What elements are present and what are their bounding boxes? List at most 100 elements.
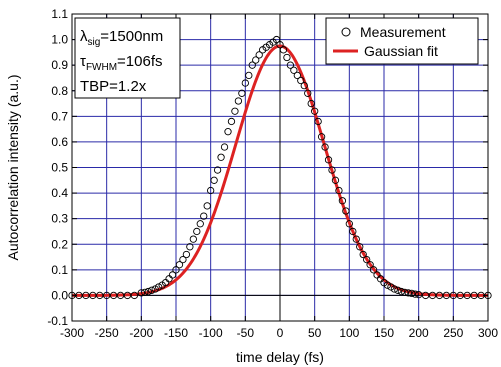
measurement-point — [252, 56, 260, 64]
legend-measurement-label: Measurement — [360, 24, 446, 40]
axis-ticks — [71, 13, 489, 322]
y-tick-labels: -0.1 0.0 0.1 0.2 0.3 0.4 0.5 0.6 0.7 0.8 0.9 1.0 1.1 — [47, 7, 68, 328]
measurement-point — [179, 255, 187, 264]
measurement-point — [356, 243, 364, 251]
measurement-point — [297, 76, 305, 85]
measurement-point — [470, 291, 478, 300]
measurement-point — [96, 291, 104, 300]
measurement-point — [175, 261, 184, 269]
measurement-point — [421, 291, 430, 300]
measurement-point — [213, 166, 222, 174]
x-tick-label: -300 — [60, 326, 84, 340]
measurement-point — [137, 289, 145, 297]
measurement-point — [307, 99, 315, 108]
measurement-point — [283, 53, 291, 62]
measurement-point — [366, 261, 374, 269]
measurement-point — [300, 81, 308, 90]
x-tick-label: -200 — [129, 326, 153, 340]
measurement-point — [123, 291, 132, 300]
measurement-point — [408, 289, 416, 298]
measurement-point — [352, 235, 360, 243]
zero-lines — [72, 14, 488, 321]
y-tick-label: 0.6 — [51, 135, 68, 149]
measurement-point — [290, 66, 298, 74]
measurement-series — [68, 35, 492, 300]
measurement-point — [304, 89, 312, 97]
measurement-point — [245, 71, 253, 80]
y-tick-label: 0.0 — [51, 288, 68, 302]
measurement-point — [168, 271, 177, 279]
lambda-symbol: λ — [80, 28, 88, 45]
legend-frame — [325, 17, 479, 65]
measurement-point — [345, 220, 353, 228]
parameters-box-frame — [74, 17, 181, 99]
measurement-point — [428, 291, 437, 300]
measurement-point — [155, 283, 163, 291]
y-tick-label: -0.1 — [47, 314, 68, 328]
measurement-point — [130, 291, 139, 300]
y-tick-label: 0.2 — [51, 237, 68, 251]
x-tick-label: -100 — [199, 326, 223, 340]
y-tick-label: 0.9 — [51, 58, 68, 72]
measurement-point — [394, 286, 402, 294]
y-tick-label: 0.4 — [51, 186, 68, 200]
measurement-point — [321, 143, 329, 151]
measurement-point — [116, 291, 125, 300]
x-tick-label: 150 — [374, 326, 394, 340]
measurement-point — [200, 212, 208, 220]
measurement-point — [272, 35, 281, 44]
measurement-point — [186, 243, 194, 251]
measurement-point — [82, 291, 90, 300]
measurement-point — [401, 288, 409, 296]
measurement-point — [172, 266, 180, 274]
y-tick-label: 1.1 — [51, 7, 68, 21]
measurement-point — [189, 235, 197, 243]
y-axis-label: Autocorrelation intensity (a.u.) — [5, 75, 21, 261]
measurement-point — [311, 107, 319, 115]
measurement-point — [89, 291, 97, 300]
legend-measurement-marker — [341, 27, 351, 37]
x-tick-label: 200 — [409, 326, 429, 340]
x-tick-label: 0 — [277, 326, 284, 340]
wavelength-annotation: λsig=1500nm — [80, 28, 163, 48]
measurement-point — [286, 61, 295, 69]
measurement-point — [338, 197, 347, 205]
measurement-point — [317, 133, 326, 141]
y-tick-label: 0.1 — [51, 263, 68, 277]
measurement-point — [390, 285, 399, 293]
measurement-point — [404, 289, 412, 297]
wavelength-value: =1500nm — [100, 28, 163, 45]
measurement-point — [369, 266, 378, 274]
measurement-point — [103, 291, 111, 300]
measurement-point — [210, 176, 218, 184]
measurement-point — [148, 286, 156, 294]
measurement-point — [203, 202, 211, 210]
measurement-point — [220, 143, 229, 151]
x-tick-label: -250 — [95, 326, 119, 340]
measurement-point — [449, 291, 457, 300]
measurement-point — [342, 207, 350, 215]
measurement-point — [234, 97, 243, 105]
parameters-box: λsig=1500nm τFWHM=106fs TBP=1.2x — [74, 17, 181, 99]
measurement-point — [387, 283, 395, 291]
pulse-width-annotation: τFWHM=106fs — [80, 53, 163, 73]
y-tick-label: 0.5 — [51, 161, 68, 175]
y-tick-label: 0.7 — [51, 109, 68, 123]
measurement-point — [255, 51, 263, 59]
measurement-point — [227, 117, 236, 126]
x-tick-label: -150 — [164, 326, 188, 340]
measurement-point — [456, 291, 464, 300]
x-tick-labels: -300 -250 -200 -150 -100 -50 0 50 100 150 200 250 30… — [60, 326, 498, 340]
x-tick-label: 100 — [339, 326, 359, 340]
measurement-point — [463, 291, 471, 300]
measurement-point — [435, 291, 444, 300]
measurement-point — [314, 117, 322, 126]
x-tick-label: 250 — [443, 326, 463, 340]
lambda-subscript: sig — [88, 37, 101, 48]
measurement-point — [276, 41, 284, 49]
measurement-point — [207, 186, 215, 195]
measurement-point — [193, 227, 201, 236]
measurement-point — [141, 288, 149, 296]
y-tick-label: 0.8 — [51, 84, 68, 98]
